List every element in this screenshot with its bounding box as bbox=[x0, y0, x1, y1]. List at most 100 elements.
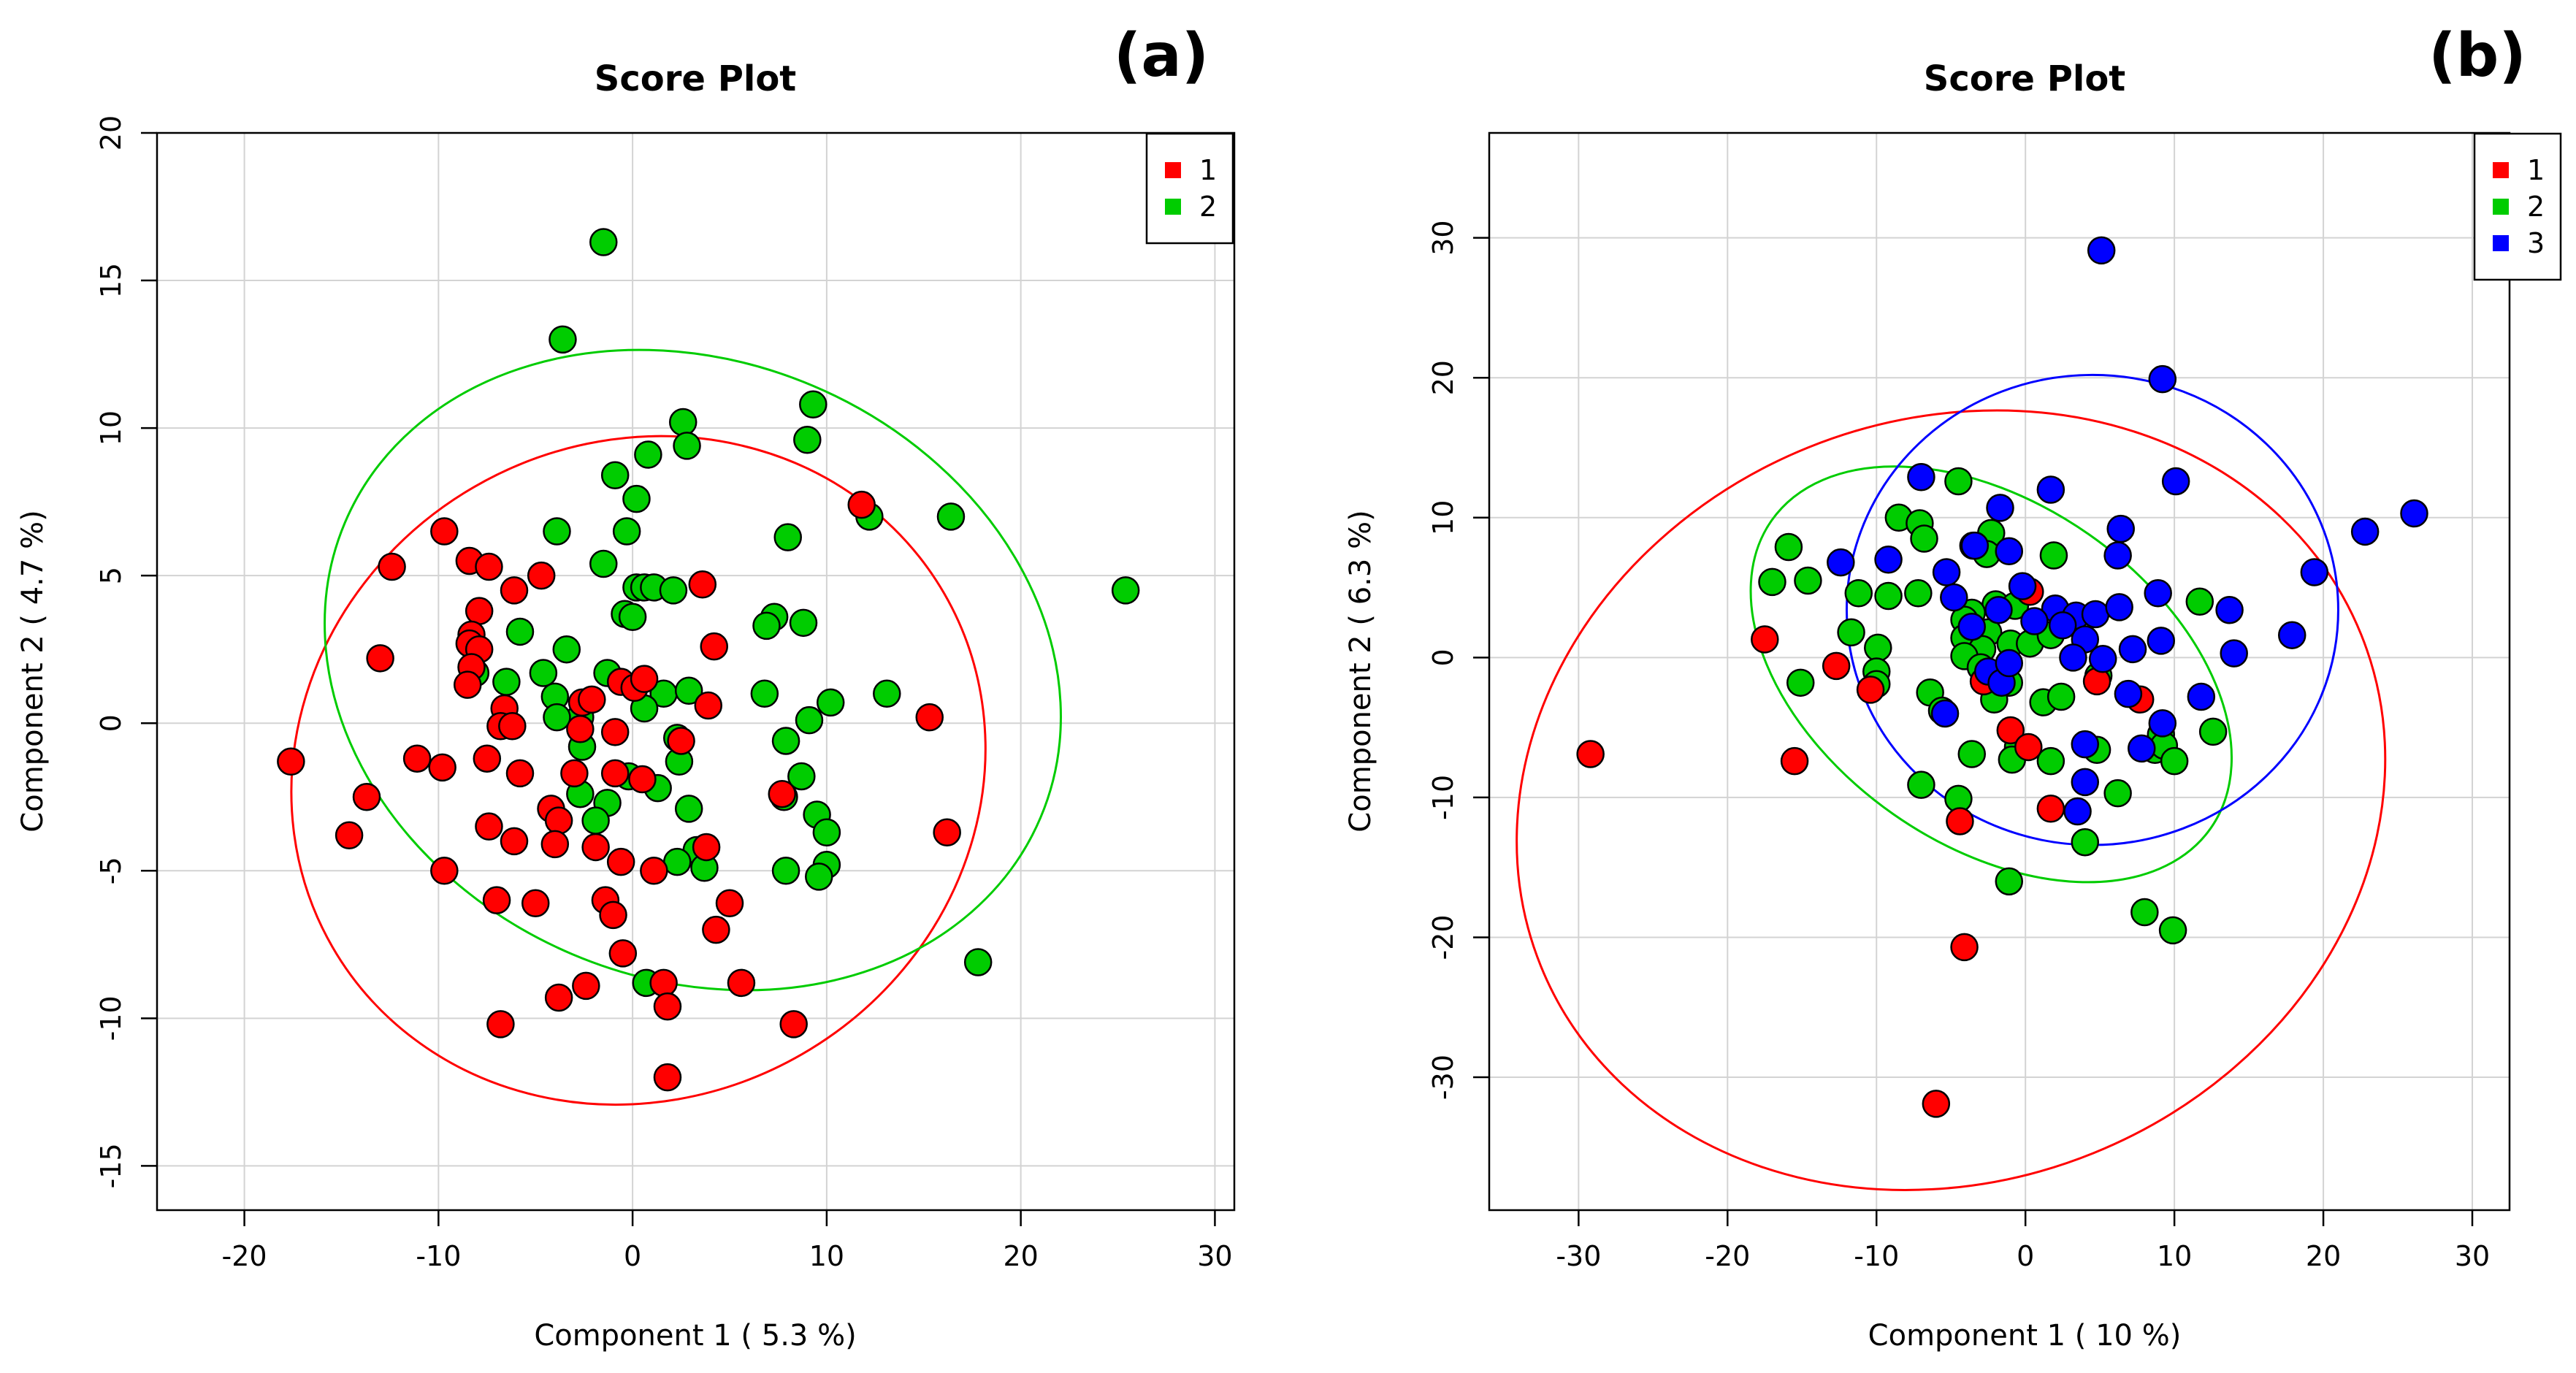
x-tick-label: -20 bbox=[222, 1240, 267, 1272]
y-axis: -15 -10 -5 0 5 10 15 20 bbox=[95, 115, 157, 1188]
data-point bbox=[873, 679, 901, 708]
data-point bbox=[779, 1010, 808, 1039]
legend-label-2: 2 bbox=[1199, 191, 1217, 223]
data-point bbox=[1944, 467, 1973, 496]
data-point bbox=[2036, 794, 2065, 823]
data-point bbox=[634, 440, 662, 469]
data-point bbox=[805, 863, 833, 891]
data-point bbox=[430, 517, 459, 546]
data-point bbox=[543, 703, 571, 732]
data-point bbox=[2036, 746, 2065, 776]
data-point bbox=[1904, 578, 1933, 608]
legend-swatch-2 bbox=[1165, 199, 1181, 215]
data-point bbox=[2063, 797, 2092, 826]
data-point bbox=[1995, 537, 2024, 566]
data-point bbox=[352, 782, 381, 811]
grid-lines bbox=[157, 132, 1234, 1210]
data-point bbox=[2198, 717, 2228, 746]
data-point bbox=[500, 576, 529, 605]
data-point bbox=[465, 597, 494, 625]
data-point bbox=[799, 390, 828, 419]
data-point bbox=[2014, 733, 2043, 762]
data-point bbox=[2161, 467, 2190, 496]
data-point bbox=[2220, 639, 2248, 668]
data-point bbox=[2400, 499, 2428, 528]
data-point bbox=[1822, 651, 1851, 681]
data-point bbox=[544, 806, 573, 835]
x-tick-label: 0 bbox=[624, 1240, 641, 1272]
data-point bbox=[2277, 621, 2306, 649]
data-point bbox=[622, 484, 651, 513]
data-point bbox=[540, 830, 570, 859]
data-point bbox=[600, 461, 630, 490]
data-point bbox=[529, 659, 558, 687]
data-point bbox=[549, 325, 577, 354]
data-point bbox=[1932, 558, 1961, 586]
data-point bbox=[1996, 716, 2025, 745]
data-point bbox=[688, 570, 717, 599]
legend-label-3: 3 bbox=[2527, 227, 2545, 259]
plot-frame bbox=[156, 131, 1236, 1212]
data-point bbox=[702, 915, 730, 944]
data-point bbox=[2144, 578, 2172, 608]
data-point bbox=[1774, 532, 1803, 562]
data-point bbox=[521, 889, 550, 917]
data-point bbox=[771, 727, 800, 755]
data-point bbox=[668, 408, 697, 437]
y-axis: -30 -20 -10 0 10 20 30 bbox=[1427, 220, 1489, 1100]
data-point bbox=[771, 857, 800, 885]
data-point bbox=[649, 968, 678, 998]
series-2 bbox=[1758, 467, 2228, 945]
data-point bbox=[700, 632, 728, 661]
y-axis-label: Component 2 ( 6.3 %) bbox=[1344, 510, 1377, 832]
legend-label-2: 2 bbox=[2527, 191, 2545, 223]
x-tick-label: -10 bbox=[1854, 1240, 1899, 1272]
score-plot-panel-a: -20 -10 0 10 20 30 -15 -10 -5 0 5 10 15 20 Score Plot (… bbox=[16, 21, 1236, 1353]
data-point bbox=[500, 827, 529, 856]
confidence-ellipse-2 bbox=[1749, 465, 2233, 884]
legend-swatch-2 bbox=[2493, 199, 2509, 215]
data-point bbox=[2105, 593, 2133, 622]
data-point bbox=[475, 552, 503, 581]
data-point bbox=[1995, 649, 2024, 678]
series-2 bbox=[461, 228, 1140, 998]
panel-label: (b) bbox=[2428, 21, 2526, 91]
data-point bbox=[1874, 581, 1903, 611]
data-point bbox=[1874, 546, 1903, 574]
data-point bbox=[1984, 595, 2013, 624]
data-point bbox=[366, 644, 394, 673]
data-point bbox=[1786, 668, 1815, 697]
data-point bbox=[581, 833, 610, 862]
data-point bbox=[2147, 627, 2176, 655]
data-point bbox=[673, 432, 701, 460]
data-point bbox=[2081, 600, 2110, 629]
y-tick-label: 20 bbox=[95, 115, 127, 150]
y-tick-label: 10 bbox=[1427, 500, 1459, 535]
plot-title: Score Plot bbox=[1924, 58, 2126, 99]
data-point bbox=[674, 676, 703, 705]
data-point bbox=[566, 715, 595, 743]
data-point bbox=[936, 502, 966, 531]
data-point bbox=[793, 426, 822, 454]
data-point bbox=[486, 1010, 515, 1039]
data-point bbox=[789, 608, 818, 638]
data-point bbox=[1922, 1090, 1951, 1118]
data-point bbox=[1907, 462, 1935, 492]
data-point bbox=[475, 812, 503, 841]
data-point bbox=[527, 561, 556, 590]
grid-lines bbox=[1489, 133, 2510, 1210]
x-axis: -30 -20 -10 0 10 20 30 bbox=[1556, 1210, 2490, 1272]
data-point bbox=[816, 688, 845, 717]
data-point bbox=[505, 759, 535, 788]
data-point bbox=[1986, 494, 2014, 522]
data-point bbox=[1576, 740, 1605, 768]
data-point bbox=[2128, 734, 2156, 763]
data-point bbox=[2036, 475, 2065, 504]
data-point bbox=[674, 795, 703, 823]
data-point bbox=[1946, 807, 1974, 835]
legend-swatch-1 bbox=[1165, 162, 1181, 178]
data-point bbox=[2103, 541, 2132, 570]
data-point bbox=[2114, 679, 2143, 708]
data-point bbox=[787, 762, 816, 791]
data-point bbox=[544, 983, 573, 1012]
